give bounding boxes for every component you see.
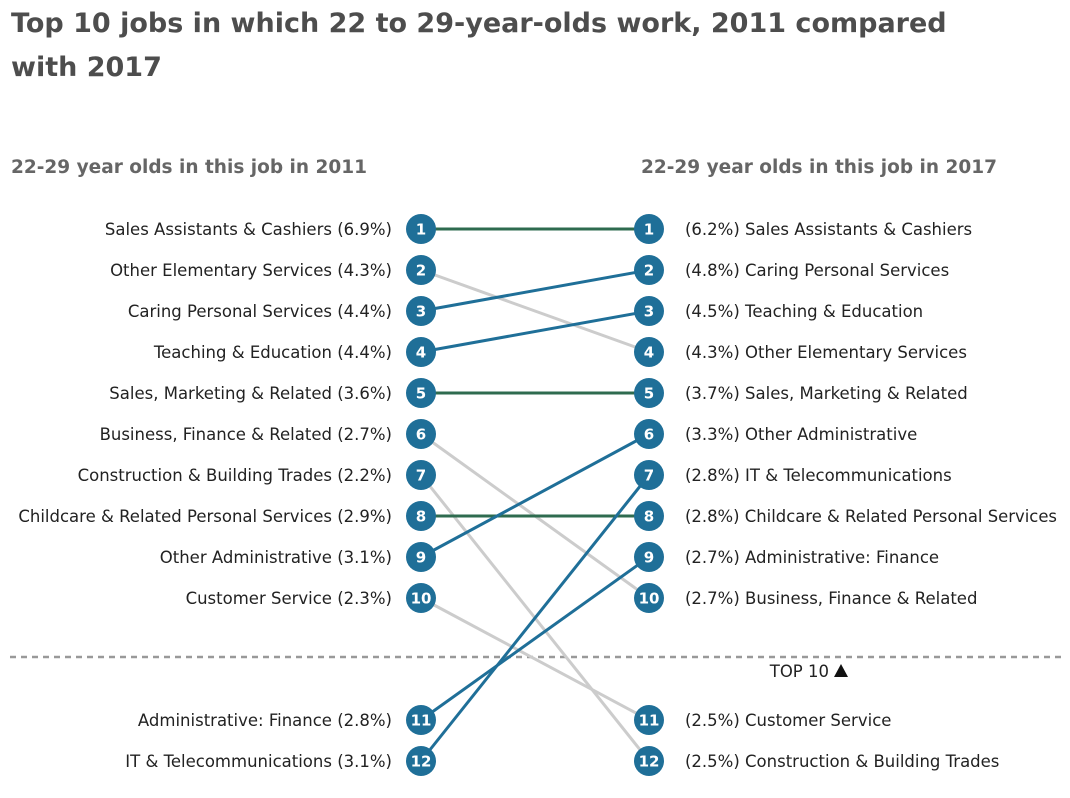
job-label-2011-3: Caring Personal Services (4.4%)	[128, 302, 392, 321]
rank-number-2017-6: 6	[644, 426, 654, 444]
right-column-heading: 22-29 year olds in this job in 2017	[641, 157, 997, 178]
rank-number-2017-8: 8	[644, 508, 654, 526]
job-label-2017-9: (2.7%) Administrative: Finance	[685, 548, 939, 567]
job-label-2017-11: (2.5%) Customer Service	[685, 711, 891, 730]
rank-number-2011-4: 4	[416, 344, 426, 362]
job-label-2017-10: (2.7%) Business, Finance & Related	[685, 589, 977, 608]
rank-circle-2017-9	[634, 542, 664, 572]
rank-circle-2011-9	[406, 542, 436, 572]
job-label-2017-4: (4.3%) Other Elementary Services	[685, 343, 967, 362]
chart-title: Top 10 jobs in which 22 to 29-year-olds …	[11, 8, 947, 83]
rank-circle-2017-8	[634, 501, 664, 531]
rank-circle-2011-12	[406, 746, 436, 776]
rank-circle-2011-10	[406, 583, 436, 613]
connector-line-10	[420, 596, 650, 722]
rank-circle-2011-5	[406, 378, 436, 408]
rank-number-2011-10: 10	[411, 590, 432, 608]
rank-number-2011-2: 2	[416, 262, 426, 280]
rank-number-2011-5: 5	[416, 385, 426, 403]
connector-line-4	[420, 309, 650, 354]
job-label-2011-8: Childcare & Related Personal Services (2…	[18, 507, 392, 526]
rank-circle-2011-7	[406, 460, 436, 490]
rank-circle-2011-1	[406, 214, 436, 244]
rank-number-2017-2: 2	[644, 262, 654, 280]
rank-number-2017-3: 3	[644, 303, 654, 321]
connector-line-9	[420, 432, 650, 559]
rank-number-2011-7: 7	[416, 467, 426, 485]
rank-circle-2011-6	[406, 419, 436, 449]
job-label-2017-7: (2.8%) IT & Telecommunications	[685, 466, 952, 485]
rank-circle-2017-6	[634, 419, 664, 449]
rank-circle-2017-7	[634, 460, 664, 490]
rank-number-2011-8: 8	[416, 508, 426, 526]
connector-line-11	[420, 555, 650, 722]
job-label-2011-7: Construction & Building Trades (2.2%)	[78, 466, 392, 485]
connector-line-3	[420, 268, 650, 313]
rank-circle-2011-3	[406, 296, 436, 326]
job-label-2017-8: (2.8%) Childcare & Related Personal Serv…	[685, 507, 1057, 526]
rank-circle-2017-4	[634, 337, 664, 367]
rank-number-2011-9: 9	[416, 549, 426, 567]
rank-number-2017-7: 7	[644, 467, 654, 485]
rank-number-2017-11: 11	[639, 712, 660, 730]
job-label-2017-2: (4.8%) Caring Personal Services	[685, 261, 949, 280]
job-label-2017-5: (3.7%) Sales, Marketing & Related	[685, 384, 968, 403]
rank-number-2011-11: 11	[411, 712, 432, 730]
rank-number-2017-1: 1	[644, 221, 654, 239]
left-column-heading: 22-29 year olds in this job in 2011	[11, 157, 367, 178]
rank-circle-2011-2	[406, 255, 436, 285]
job-label-2017-1: (6.2%) Sales Assistants & Cashiers	[685, 220, 972, 239]
job-label-2011-4: Teaching & Education (4.4%)	[153, 343, 392, 362]
rank-number-2017-4: 4	[644, 344, 654, 362]
rank-circle-2017-11	[634, 705, 664, 735]
job-label-2011-5: Sales, Marketing & Related (3.6%)	[109, 384, 392, 403]
rank-number-2011-1: 1	[416, 221, 426, 239]
triangle-up-icon	[834, 664, 848, 677]
job-label-2011-6: Business, Finance & Related (2.7%)	[100, 425, 392, 444]
rank-number-2017-12: 12	[639, 753, 660, 771]
rank-number-2011-3: 3	[416, 303, 426, 321]
connector-line-12	[419, 474, 651, 762]
rank-circle-2017-12	[634, 746, 664, 776]
rank-circle-2011-11	[406, 705, 436, 735]
rank-circle-2017-1	[634, 214, 664, 244]
rank-number-2017-5: 5	[644, 385, 654, 403]
job-label-2011-2: Other Elementary Services (4.3%)	[110, 261, 392, 280]
connector-line-2	[420, 268, 650, 354]
rank-number-2017-10: 10	[639, 590, 660, 608]
job-label-2017-6: (3.3%) Other Administrative	[685, 425, 917, 444]
rank-circle-2017-3	[634, 296, 664, 326]
rank-circle-2011-4	[406, 337, 436, 367]
rank-circle-2017-5	[634, 378, 664, 408]
job-label-2017-12: (2.5%) Construction & Building Trades	[685, 752, 999, 771]
job-label-2011-10: Customer Service (2.3%)	[186, 589, 392, 608]
rank-number-2011-12: 12	[411, 753, 432, 771]
rank-circle-2011-8	[406, 501, 436, 531]
job-label-2011-9: Other Administrative (3.1%)	[160, 548, 392, 567]
rank-number-2017-9: 9	[644, 549, 654, 567]
job-label-2011-11: Administrative: Finance (2.8%)	[138, 711, 392, 730]
rank-number-2011-6: 6	[416, 426, 426, 444]
rank-circle-2017-10	[634, 583, 664, 613]
rank-circle-2017-2	[634, 255, 664, 285]
job-label-2011-12: IT & Telecommunications (3.1%)	[125, 752, 392, 771]
job-label-2017-3: (4.5%) Teaching & Education	[685, 302, 923, 321]
top10-label: TOP 10	[769, 662, 829, 681]
job-label-2011-1: Sales Assistants & Cashiers (6.9%)	[105, 220, 392, 239]
